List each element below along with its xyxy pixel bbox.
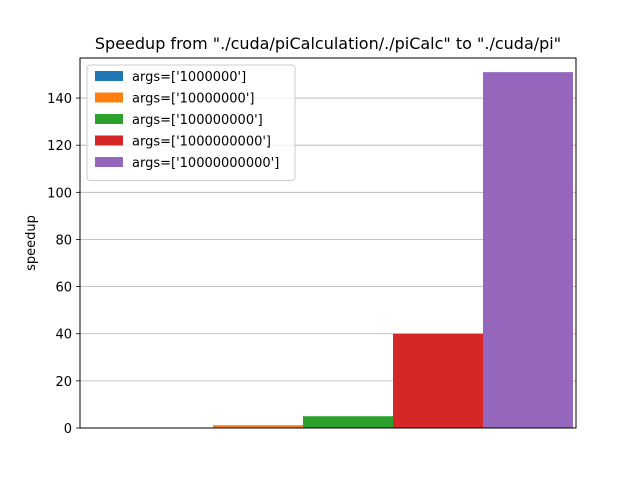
legend-swatch <box>95 71 123 81</box>
legend-label: args=['1000000'] <box>132 70 246 85</box>
y-tick-label: 0 <box>64 422 72 437</box>
y-tick-label: 120 <box>47 139 72 154</box>
legend: args=['1000000'] args=['10000000'] args=['… <box>86 64 296 181</box>
y-tick-label: 60 <box>55 281 72 296</box>
chart-title: Speedup from "./cuda/piCalculation/./piC… <box>95 34 561 53</box>
bar-3 <box>303 416 393 428</box>
legend-swatch <box>95 114 123 124</box>
legend-swatch <box>95 135 123 146</box>
legend-label: args=['10000000'] <box>132 92 254 107</box>
y-tick-label: 40 <box>55 328 72 343</box>
y-axis-ticks: 0 20 40 60 80 100 120 140 <box>47 92 80 437</box>
bar-4 <box>393 333 483 428</box>
y-tick-label: 100 <box>47 186 72 201</box>
bars <box>123 72 573 428</box>
legend-label: args=['100000000'] <box>132 113 263 128</box>
bar-2 <box>213 425 303 428</box>
legend-label: args=['10000000000'] <box>132 156 279 171</box>
legend-label: args=['1000000000'] <box>132 135 271 150</box>
bar-5 <box>483 72 573 428</box>
plot-area-frame <box>79 57 577 429</box>
y-tick-label: 80 <box>55 233 72 248</box>
y-tick-label: 140 <box>47 92 72 107</box>
legend-swatch <box>95 157 123 167</box>
legend-box <box>86 64 296 181</box>
y-axis-label: speedup <box>24 215 39 271</box>
legend-swatch <box>95 92 123 103</box>
y-tick-label: 20 <box>55 375 72 390</box>
